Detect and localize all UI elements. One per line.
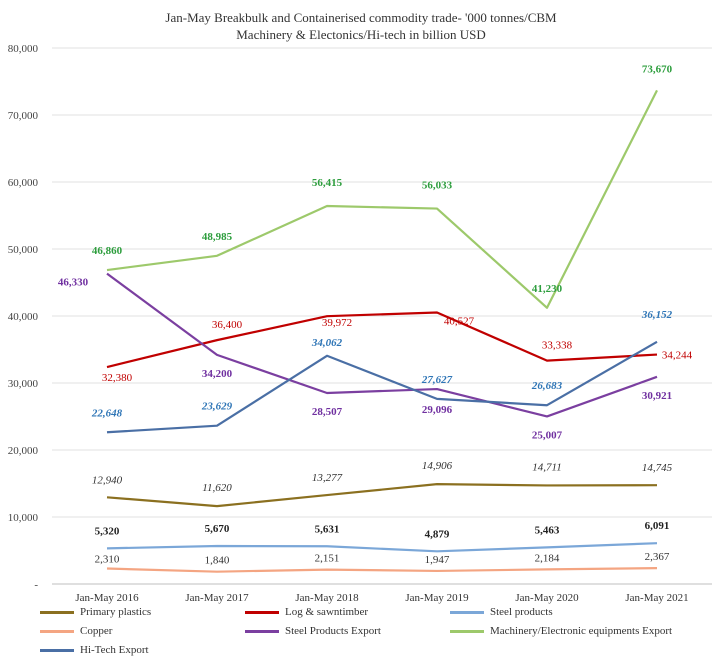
x-tick-label: Jan-May 2019: [405, 592, 469, 604]
x-tick-label: Jan-May 2018: [295, 592, 359, 604]
data-label: 36,152: [641, 309, 673, 321]
series-line: [106, 311, 658, 369]
y-tick-label: -: [34, 579, 38, 591]
data-label: 25,007: [532, 429, 563, 441]
data-label: 40,527: [444, 315, 475, 327]
legend-item: Copper: [40, 625, 112, 637]
legend-swatch: [40, 648, 74, 652]
series-line: [106, 567, 658, 573]
y-tick-label: 10,000: [8, 512, 39, 524]
data-label: 36,400: [212, 319, 243, 331]
data-label: 6,091: [645, 520, 670, 532]
series-line: [106, 483, 658, 508]
data-label: 29,096: [422, 404, 453, 416]
x-tick-label: Jan-May 2017: [185, 592, 249, 604]
y-tick-label: 40,000: [8, 311, 39, 323]
x-tick-label: Jan-May 2020: [515, 592, 579, 604]
legend-swatch: [40, 629, 74, 633]
data-label: 41,230: [532, 283, 563, 295]
legend-swatch: [245, 610, 279, 614]
data-label: 4,879: [425, 528, 450, 540]
chart-plot-area: Jan-May Breakbulk and Containerised comm…: [8, 10, 712, 604]
data-label: 12,940: [92, 474, 123, 486]
legend-label: Steel products: [490, 606, 553, 618]
data-label: 13,277: [312, 472, 343, 484]
y-tick-label: 80,000: [8, 43, 39, 55]
data-label: 14,745: [642, 462, 673, 474]
data-label: 11,620: [202, 482, 232, 494]
legend-label: Copper: [80, 625, 113, 637]
data-label: 14,711: [532, 461, 561, 473]
legend-swatch: [450, 629, 484, 633]
legend-item: Hi-Tech Export: [40, 644, 149, 656]
legend-swatch: [450, 610, 484, 614]
legend-swatch: [245, 629, 279, 633]
y-tick-label: 70,000: [8, 110, 39, 122]
data-label: 33,338: [542, 340, 573, 352]
x-tick-label: Jan-May 2016: [75, 592, 139, 604]
data-label: 46,330: [58, 277, 89, 289]
data-label: 46,860: [92, 245, 123, 257]
x-tick-label: Jan-May 2021: [625, 592, 688, 604]
series-line: [106, 89, 658, 309]
data-label: 5,670: [205, 523, 230, 535]
data-label: 34,244: [662, 350, 693, 362]
legend-label: Primary plastics: [80, 606, 152, 618]
legend-label: Machinery/Electronic equipments Export: [490, 625, 673, 637]
data-label: 48,985: [202, 231, 233, 243]
data-label: 14,906: [422, 460, 453, 472]
data-label: 73,670: [642, 63, 673, 75]
legend-label: Steel Products Export: [285, 625, 381, 637]
legend-swatch: [40, 610, 74, 614]
data-label: 2,367: [645, 551, 670, 563]
series-line: [106, 542, 658, 553]
data-label: 34,062: [311, 337, 343, 349]
legend-label: Hi-Tech Export: [80, 644, 149, 656]
data-label: 56,415: [312, 177, 343, 189]
data-label: 2,184: [535, 552, 560, 564]
legend-item: Log & sawntimber: [245, 606, 368, 618]
data-label: 5,463: [535, 524, 560, 536]
chart-title: Jan-May Breakbulk and Containerised comm…: [165, 10, 557, 25]
data-label: 28,507: [312, 406, 343, 418]
data-label: 30,921: [642, 390, 672, 402]
series-line: [106, 340, 658, 434]
data-label: 34,200: [202, 368, 233, 380]
data-label: 23,629: [201, 401, 233, 413]
data-label: 5,631: [315, 523, 340, 535]
data-label: 32,380: [102, 372, 133, 384]
data-label: 2,151: [315, 553, 340, 565]
data-label: 26,683: [531, 380, 563, 392]
y-tick-label: 20,000: [8, 445, 39, 457]
chart-subtitle: Machinery & Electonics/Hi-tech in billio…: [236, 27, 485, 42]
data-label: 1,947: [425, 554, 450, 566]
data-label: 56,033: [422, 180, 453, 192]
y-tick-label: 60,000: [8, 177, 39, 189]
data-label: 39,972: [322, 317, 352, 329]
data-label: 2,310: [95, 554, 120, 566]
legend-item: Machinery/Electronic equipments Export: [450, 625, 672, 637]
y-tick-label: 30,000: [8, 378, 39, 390]
legend-label: Log & sawntimber: [285, 606, 369, 618]
data-label: 5,320: [95, 525, 120, 537]
data-label: 27,627: [421, 374, 453, 386]
legend-item: Steel Products Export: [245, 625, 381, 637]
y-tick-label: 50,000: [8, 244, 39, 256]
series-line: [106, 272, 658, 418]
data-label: 1,840: [205, 555, 230, 567]
data-label: 22,648: [91, 407, 123, 419]
legend-item: Steel products: [450, 606, 553, 618]
legend-item: Primary plastics: [40, 606, 151, 618]
